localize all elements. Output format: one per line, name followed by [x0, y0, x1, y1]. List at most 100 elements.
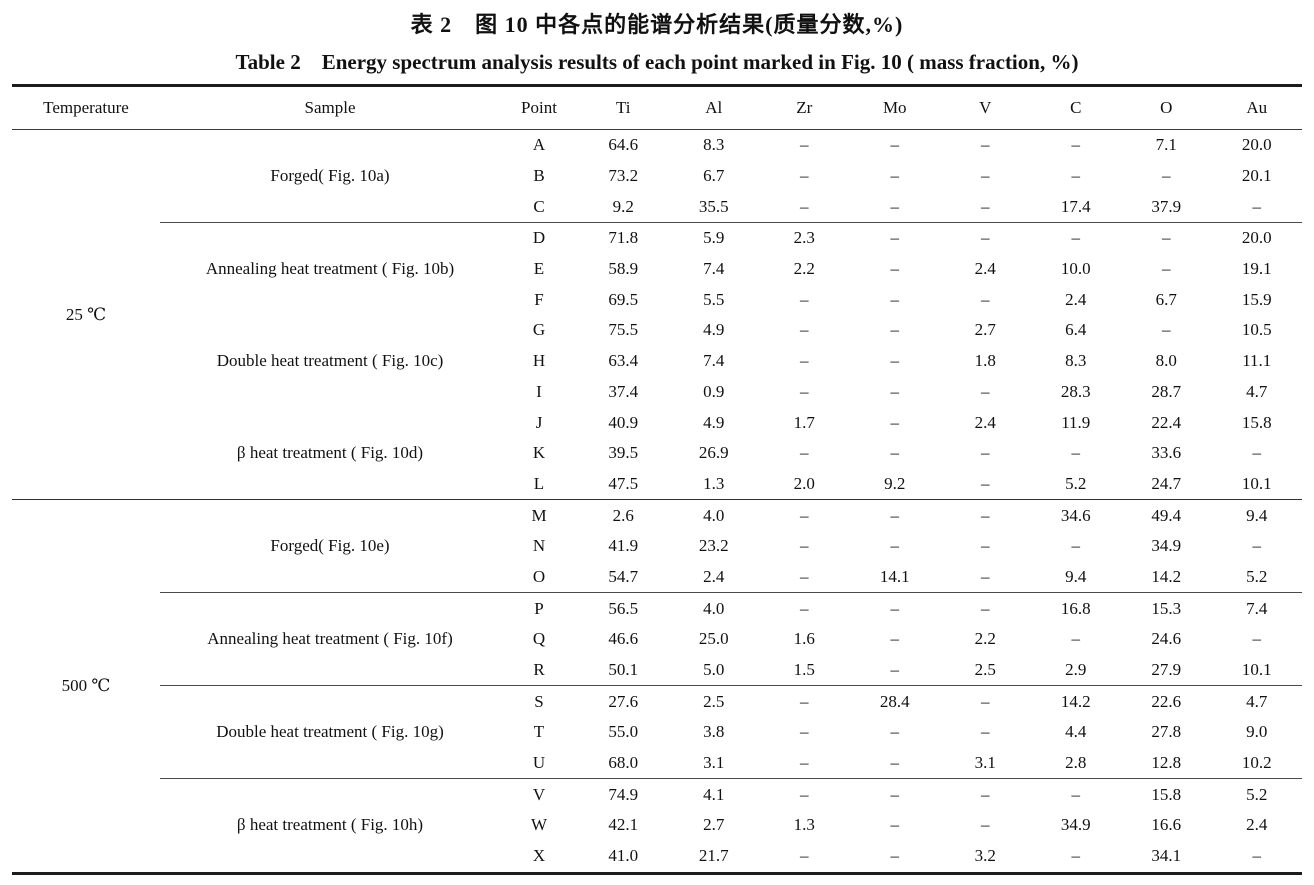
- value-o-cell: 49.4: [1151, 505, 1182, 525]
- sample-cell: Annealing heat treatment ( Fig. 10b): [205, 259, 455, 279]
- value-au-cell: 10.2: [1211, 747, 1302, 780]
- value-c-cell: 4.4: [1065, 722, 1087, 742]
- table-row: E 58.9 7.4 2.2 – 2.4 10.0 – 19.1: [12, 254, 1302, 285]
- point-cell: L: [500, 468, 578, 501]
- value-mo-cell: –: [890, 443, 900, 463]
- value-ti-cell: 68.0: [578, 747, 669, 780]
- table-row: K 39.5 26.9 – – – – 33.6 –: [12, 438, 1302, 469]
- header-temperature: Temperature: [12, 85, 160, 130]
- value-au-cell: 7.4: [1246, 598, 1268, 618]
- value-ti-cell: 54.7: [578, 561, 669, 594]
- value-c-cell: –: [1071, 629, 1081, 649]
- table-row: B 73.2 6.7 – – – – – 20.1: [12, 161, 1302, 192]
- table-body: 25 ℃ Forged( Fig. 10a) A 64.6 8.3– – – –7.1 20.0…: [12, 129, 1302, 874]
- value-o-cell: 22.4: [1151, 412, 1182, 432]
- header-mo: Mo: [849, 85, 940, 130]
- table-row: 25 ℃ Forged( Fig. 10a) A 64.6 8.3– – – –7.1 20.0: [12, 129, 1302, 501]
- value-ti-cell: 58.9: [608, 259, 639, 279]
- value-v-cell: 2.7: [974, 320, 996, 340]
- value-au-cell: 20.1: [1241, 166, 1272, 186]
- value-ti-cell: 2.6: [612, 505, 634, 525]
- point-cell: Q: [532, 629, 546, 649]
- value-v-cell: 3.2: [974, 846, 996, 866]
- value-v-cell: –: [981, 784, 990, 804]
- value-o-cell: 24.7: [1121, 468, 1212, 501]
- value-o-cell: 15.8: [1151, 784, 1182, 804]
- point-cell: B: [533, 166, 545, 186]
- value-c-cell: 17.4: [1030, 191, 1121, 224]
- value-zr-cell: –: [800, 381, 809, 401]
- value-zr-cell: 1.6: [793, 629, 815, 649]
- value-al-cell: 7.4: [703, 351, 725, 371]
- value-mo-cell: –: [849, 654, 940, 687]
- value-o-cell: 34.9: [1151, 536, 1182, 556]
- value-au-cell: –: [1252, 443, 1262, 463]
- value-al-cell: 23.2: [698, 536, 729, 556]
- temperature-cell: 25 ℃: [12, 129, 160, 501]
- point-cell: C: [500, 191, 578, 224]
- sample-cell: β heat treatment ( Fig. 10d): [160, 407, 500, 501]
- sample-cell: Forged( Fig. 10e): [160, 499, 500, 594]
- value-ti-cell: 47.5: [578, 468, 669, 501]
- value-c-cell: –: [1071, 228, 1081, 248]
- value-c-cell: 8.3: [1065, 351, 1087, 371]
- table-header-row: Temperature Sample Point Ti Al Zr Mo V C…: [12, 85, 1302, 130]
- table-row: Annealing heat treatment ( Fig. 10b) D 71.…: [12, 223, 1302, 278]
- value-o-cell: –: [1162, 259, 1171, 279]
- value-au-cell: 15.9: [1241, 289, 1272, 309]
- value-c-cell: 2.9: [1030, 654, 1121, 687]
- value-al-cell: 21.7: [698, 846, 729, 866]
- value-au-cell: –: [1211, 191, 1302, 224]
- header-point: Point: [500, 85, 578, 130]
- table-row: Annealing heat treatment ( Fig. 10f) P 56.…: [12, 592, 1302, 687]
- value-o-cell: 24.6: [1151, 629, 1182, 649]
- value-c-cell: –: [1071, 443, 1081, 463]
- value-v-cell: 2.4: [974, 412, 996, 432]
- value-mo-cell: –: [890, 320, 900, 340]
- value-o-cell: 37.9: [1121, 191, 1212, 224]
- value-v-cell: –: [940, 191, 1031, 224]
- value-ti-cell: 41.9: [608, 536, 639, 556]
- value-mo-cell: –: [890, 846, 900, 866]
- value-al-cell: 2.7: [703, 815, 725, 835]
- value-al-cell: 25.0: [698, 629, 729, 649]
- value-c-cell: 34.6: [1060, 505, 1091, 525]
- value-mo-cell: –: [890, 722, 900, 742]
- value-mo-cell: –: [849, 191, 940, 224]
- value-v-cell: –: [981, 691, 990, 711]
- value-ti-cell: 9.2: [578, 191, 669, 224]
- point-cell: P: [534, 598, 544, 618]
- value-c-cell: 14.2: [1060, 691, 1091, 711]
- value-ti-cell: 27.6: [608, 691, 639, 711]
- sample-cell: Forged( Fig. 10a): [160, 129, 500, 224]
- point-cell: G: [532, 320, 546, 340]
- value-al-cell: 4.1: [703, 784, 725, 804]
- value-v-cell: –: [981, 505, 990, 525]
- point-cell: D: [532, 228, 546, 248]
- value-al-cell: 35.5: [668, 191, 759, 224]
- value-mo-cell: –: [890, 815, 900, 835]
- value-v-cell: –: [981, 598, 990, 618]
- value-ti-cell: 42.1: [608, 815, 639, 835]
- value-au-cell: 10.1: [1211, 468, 1302, 501]
- value-zr-cell: –: [800, 722, 809, 742]
- table-row: X 41.0 21.7 – – 3.2 – 34.1 –: [12, 841, 1302, 873]
- value-o-cell: 27.8: [1151, 722, 1182, 742]
- point-cell: V: [532, 784, 546, 804]
- value-o-cell: 12.8: [1121, 747, 1212, 780]
- value-al-cell: 4.9: [703, 412, 725, 432]
- table-row: F 69.5 5.5 – – – 2.4 6.7 15.9: [12, 284, 1302, 315]
- value-ti-cell: 71.8: [608, 228, 639, 248]
- value-ti-cell: 50.1: [578, 654, 669, 687]
- value-au-cell: 4.7: [1246, 381, 1268, 401]
- point-cell: I: [536, 381, 542, 401]
- value-au-cell: 19.1: [1241, 259, 1272, 279]
- table-row: Double heat treatment ( Fig. 10c) G 75.5 4.…: [12, 315, 1302, 370]
- value-au-cell: 10.1: [1211, 654, 1302, 687]
- value-au-cell: 5.2: [1211, 561, 1302, 594]
- point-cell: H: [532, 351, 546, 371]
- value-o-cell: 27.9: [1121, 654, 1212, 687]
- value-zr-cell: –: [800, 135, 809, 155]
- value-zr-cell: 1.3: [793, 815, 815, 835]
